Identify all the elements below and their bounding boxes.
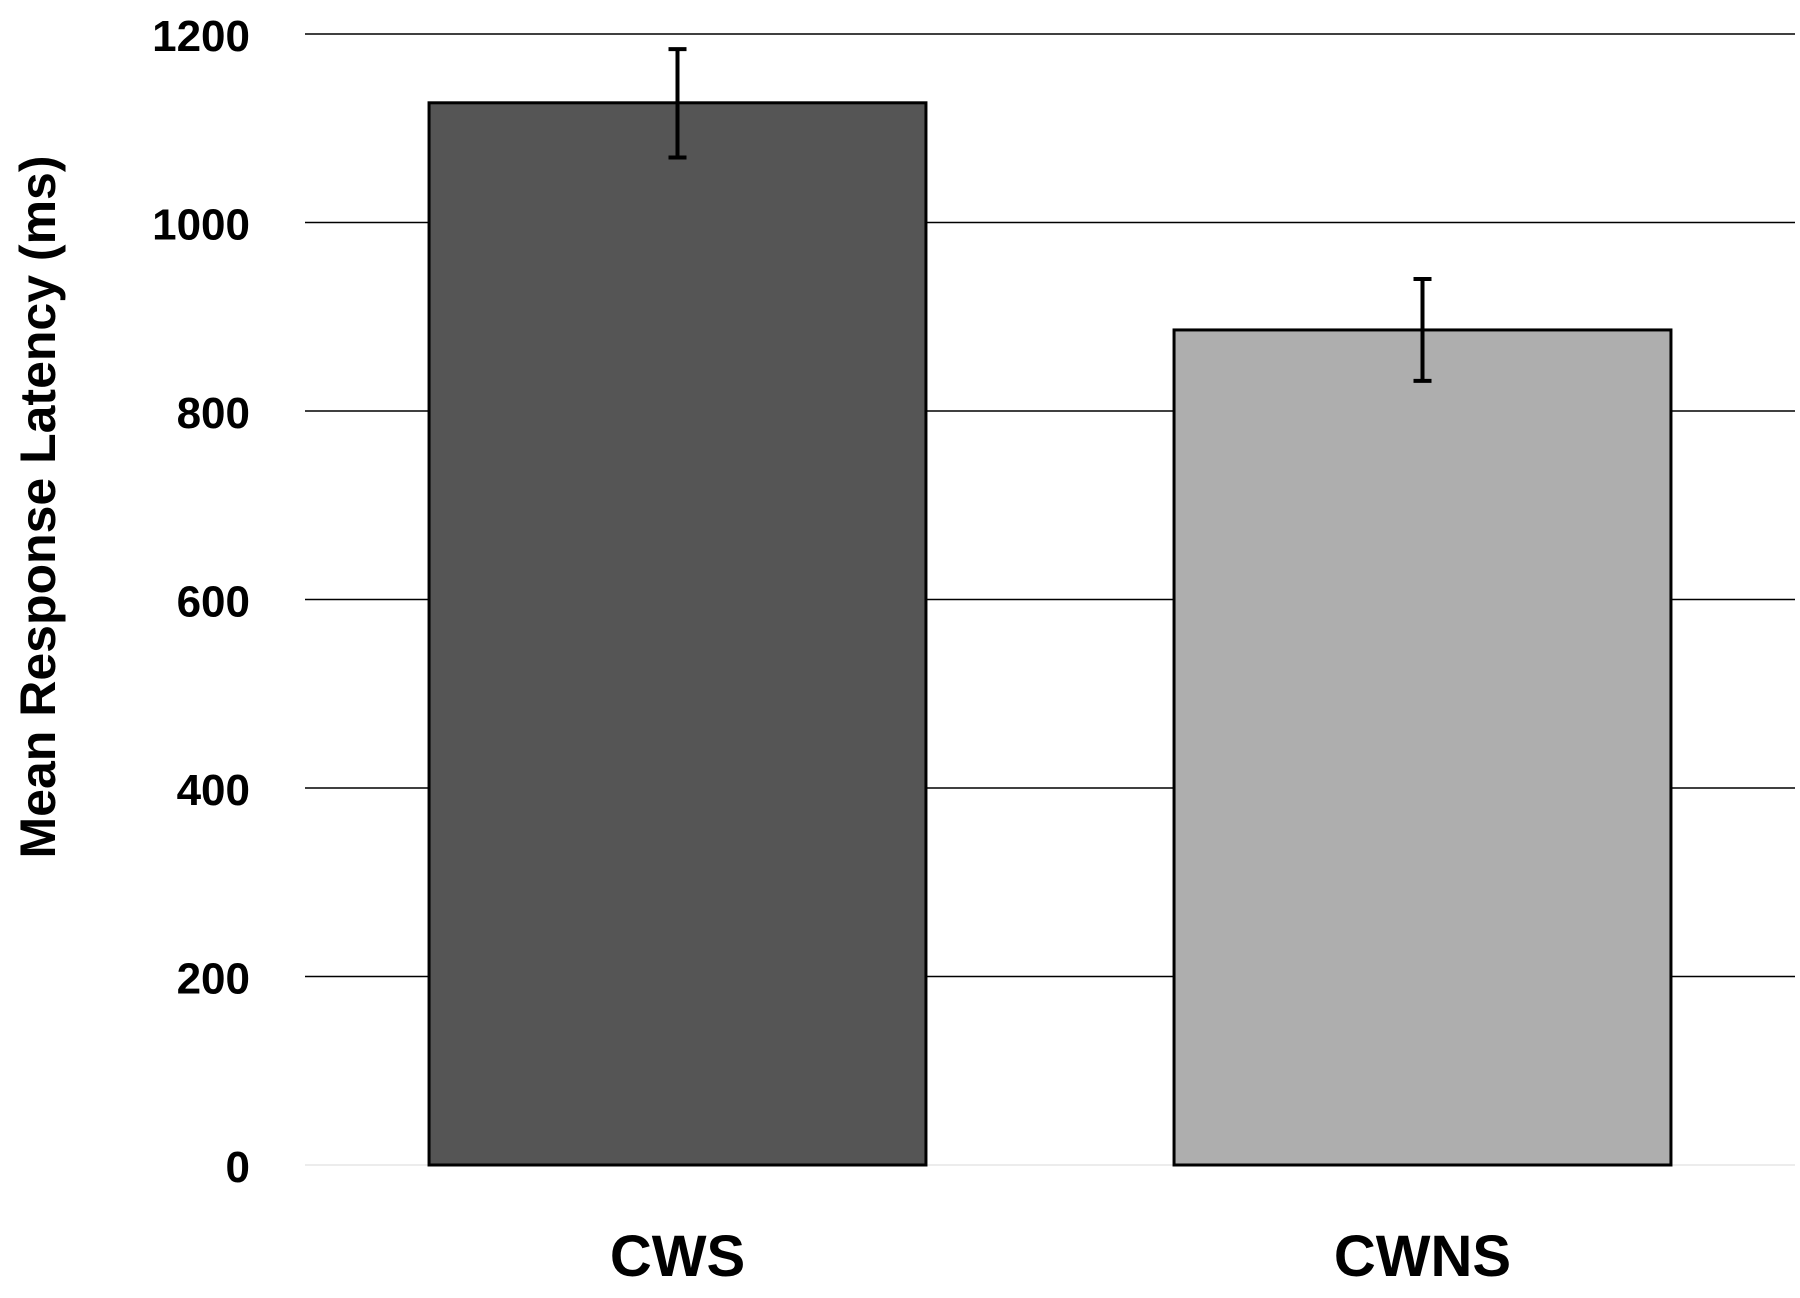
error-bar-cws [668, 47, 687, 160]
y-tick-label: 0 [226, 1143, 250, 1192]
y-axis-title: Mean Response Latency (ms) [10, 156, 66, 859]
y-tick-label: 200 [177, 955, 250, 1004]
y-axis-ticks: 0 200 400 600 800 1000 1200 [152, 12, 250, 1192]
bar-cws [427, 101, 928, 1167]
y-tick-label: 800 [177, 389, 250, 438]
bars [427, 101, 1673, 1167]
y-tick-label: 600 [177, 578, 250, 627]
y-tick-label: 400 [177, 766, 250, 815]
x-tick-label-cwns: CWNS [1334, 1224, 1511, 1289]
error-bar-cwns [1413, 277, 1432, 383]
error-bars [668, 47, 1432, 383]
x-tick-label-cws: CWS [610, 1224, 745, 1289]
y-tick-label: 1200 [152, 12, 250, 61]
y-tick-label: 1000 [152, 201, 250, 250]
x-axis-ticks: CWS CWNS [610, 1224, 1511, 1289]
bar-cwns [1172, 328, 1673, 1167]
